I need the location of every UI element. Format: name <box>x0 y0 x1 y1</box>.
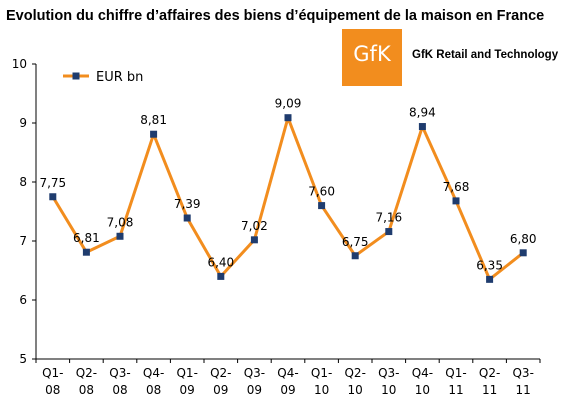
x-tick-label: Q4- <box>277 366 298 380</box>
gfk-logo-text: GfK <box>353 42 391 66</box>
data-point <box>49 193 57 201</box>
data-label: 7,60 <box>308 185 335 199</box>
x-tick-label-year: 10 <box>348 383 363 397</box>
x-tick-label-year: 08 <box>45 383 60 397</box>
x-tick-label: Q4- <box>412 366 433 380</box>
data-point <box>486 275 494 283</box>
data-point <box>150 130 158 138</box>
data-label: 6,40 <box>207 255 234 269</box>
gfk-logo: GfK <box>342 29 402 86</box>
x-tick-label: Q3- <box>244 366 265 380</box>
data-label: 7,16 <box>375 211 402 225</box>
data-label: 6,80 <box>510 232 537 246</box>
x-tick-label-year: 11 <box>448 383 463 397</box>
data-label: 6,81 <box>73 231 100 245</box>
x-tick-label: Q4- <box>143 366 164 380</box>
data-label: 7,68 <box>443 180 470 194</box>
x-tick-label: Q2- <box>344 366 365 380</box>
y-tick-label: 9 <box>19 116 27 130</box>
x-tick-label: Q2- <box>76 366 97 380</box>
x-tick-label: Q1- <box>176 366 197 380</box>
data-point <box>452 197 460 205</box>
brand-label: GfK Retail and Technology <box>412 49 559 61</box>
data-point <box>284 114 292 122</box>
data-label: 8,94 <box>409 106 436 120</box>
data-label: 9,09 <box>275 97 302 111</box>
x-tick-label: Q3- <box>512 366 533 380</box>
data-point <box>385 228 393 236</box>
x-tick-label-year: 09 <box>280 383 295 397</box>
data-label: 7,75 <box>39 176 66 190</box>
x-tick-label: Q2- <box>210 366 231 380</box>
x-tick-label: Q1- <box>311 366 332 380</box>
legend-label: EUR bn <box>96 70 143 85</box>
data-label: 6,35 <box>476 258 503 272</box>
x-tick-label-year: 10 <box>381 383 396 397</box>
y-tick-label: 7 <box>19 234 27 248</box>
x-tick-label-year: 08 <box>112 383 127 397</box>
data-point <box>82 248 90 256</box>
data-point <box>250 236 258 244</box>
x-tick-label-year: 11 <box>482 383 497 397</box>
x-tick-label-year: 11 <box>516 383 531 397</box>
legend-marker <box>72 72 80 80</box>
data-label: 7,08 <box>107 215 134 229</box>
data-point <box>351 252 359 260</box>
x-tick-label-year: 09 <box>180 383 195 397</box>
y-tick-label: 6 <box>19 293 27 307</box>
data-point <box>318 202 326 210</box>
data-label: 7,02 <box>241 219 268 233</box>
data-label: 7,39 <box>174 197 201 211</box>
data-point <box>519 249 527 257</box>
x-tick-label: Q2- <box>479 366 500 380</box>
x-tick-label: Q3- <box>378 366 399 380</box>
x-tick-label: Q3- <box>109 366 130 380</box>
y-tick-label: 10 <box>12 57 27 71</box>
x-tick-label: Q1- <box>42 366 63 380</box>
x-tick-label-year: 08 <box>146 383 161 397</box>
x-tick-label-year: 10 <box>415 383 430 397</box>
data-point <box>116 232 124 240</box>
data-point <box>217 272 225 280</box>
y-tick-label: 8 <box>19 175 27 189</box>
x-tick-label-year: 09 <box>213 383 228 397</box>
x-tick-label-year: 09 <box>247 383 262 397</box>
x-tick-label-year: 10 <box>314 383 329 397</box>
data-point <box>183 214 191 222</box>
x-tick-label: Q1- <box>445 366 466 380</box>
data-label: 6,75 <box>342 235 369 249</box>
y-tick-label: 5 <box>19 352 27 366</box>
chart-title: Evolution du chiffre d’affaires des bien… <box>6 8 545 24</box>
data-label: 8,81 <box>140 113 167 127</box>
x-tick-label-year: 08 <box>79 383 94 397</box>
data-point <box>418 123 426 131</box>
